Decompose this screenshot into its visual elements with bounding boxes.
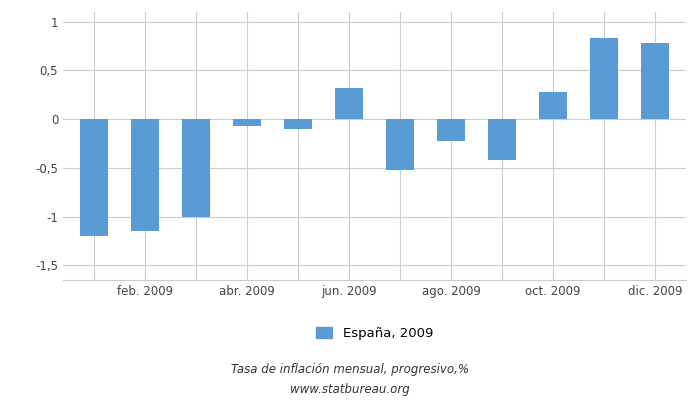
Bar — [386, 119, 414, 170]
Bar — [80, 119, 108, 236]
Bar — [590, 38, 618, 119]
Bar — [437, 119, 465, 141]
Bar — [182, 119, 210, 217]
Text: www.statbureau.org: www.statbureau.org — [290, 384, 410, 396]
Bar — [233, 119, 261, 126]
Bar — [641, 43, 669, 119]
Bar — [335, 88, 363, 119]
Bar — [488, 119, 516, 160]
Legend: España, 2009: España, 2009 — [316, 327, 433, 340]
Bar — [284, 119, 312, 129]
Bar — [131, 119, 159, 231]
Text: Tasa de inflación mensual, progresivo,%: Tasa de inflación mensual, progresivo,% — [231, 364, 469, 376]
Bar — [539, 92, 567, 119]
